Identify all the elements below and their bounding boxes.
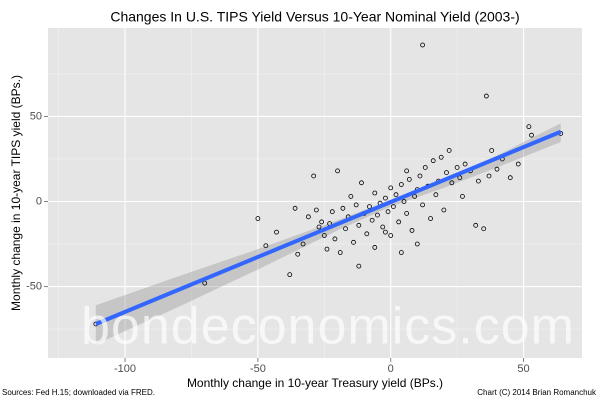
data-point xyxy=(202,280,208,286)
data-point xyxy=(409,228,415,233)
watermark: bondeconomics.com xyxy=(81,298,575,356)
data-point xyxy=(489,148,495,153)
data-point xyxy=(462,161,468,167)
data-point xyxy=(515,161,521,167)
data-point xyxy=(255,216,261,221)
data-point xyxy=(475,178,481,184)
data-point xyxy=(457,175,463,181)
data-point xyxy=(481,226,487,232)
data-point xyxy=(372,190,378,196)
data-point xyxy=(367,204,372,210)
data-point xyxy=(369,217,375,223)
data-point xyxy=(351,239,356,245)
data-point xyxy=(406,176,412,182)
data-point xyxy=(529,132,534,138)
data-point xyxy=(305,214,311,220)
data-point xyxy=(526,124,532,130)
data-point xyxy=(412,194,418,199)
data-point xyxy=(274,229,279,235)
x-tick-label: 50 xyxy=(517,363,529,375)
data-point xyxy=(444,170,449,175)
data-point xyxy=(356,222,362,228)
credit-note: Chart (C) 2014 Brian Romanchuk xyxy=(477,388,597,397)
data-point xyxy=(430,158,436,164)
data-point xyxy=(380,224,386,230)
data-point xyxy=(393,192,399,198)
data-point xyxy=(446,148,452,153)
data-point xyxy=(372,245,378,250)
data-point xyxy=(335,168,340,174)
data-point xyxy=(316,224,322,230)
x-tick-label: -50 xyxy=(250,363,266,375)
x-tick-label: -100 xyxy=(114,363,136,375)
data-point xyxy=(398,182,404,187)
data-point xyxy=(359,180,364,186)
y-tick-label: 50 xyxy=(30,110,42,122)
data-point xyxy=(398,250,404,255)
data-point xyxy=(353,202,359,208)
x-axis-label: Monthly change in 10-year Treasury yield… xyxy=(187,376,443,390)
x-tick-label: 0 xyxy=(388,363,394,375)
data-point xyxy=(348,194,354,199)
data-point xyxy=(292,205,298,211)
data-point xyxy=(311,173,317,179)
data-point xyxy=(337,250,343,255)
data-point xyxy=(324,246,330,252)
trend-line xyxy=(95,129,562,326)
data-point xyxy=(388,233,394,238)
chart-title: Changes In U.S. TIPS Yield Versus 10-Yea… xyxy=(110,9,519,25)
data-point xyxy=(287,272,293,278)
data-point xyxy=(388,185,394,191)
data-point xyxy=(300,241,306,247)
data-point xyxy=(420,42,425,48)
data-point xyxy=(486,173,492,179)
data-point xyxy=(401,199,407,204)
data-point xyxy=(319,219,325,225)
data-point xyxy=(494,166,500,172)
data-point xyxy=(441,207,447,213)
data-point xyxy=(454,165,460,170)
source-note: Sources: Fed H.15; downloaded via FRED. xyxy=(2,388,155,397)
data-point xyxy=(321,233,327,238)
data-point xyxy=(375,212,380,218)
data-point xyxy=(340,205,346,211)
data-point xyxy=(433,192,439,198)
data-point xyxy=(483,93,489,99)
data-point xyxy=(449,180,455,186)
data-point xyxy=(329,209,335,215)
data-point xyxy=(404,168,410,174)
data-point xyxy=(473,222,479,228)
data-point xyxy=(356,263,362,269)
data-point xyxy=(390,204,396,210)
y-tick-label: 0 xyxy=(36,195,42,207)
data-point xyxy=(313,207,319,213)
data-point xyxy=(420,202,425,208)
data-point xyxy=(404,211,410,216)
data-point xyxy=(507,175,513,181)
data-point xyxy=(396,219,402,225)
data-point xyxy=(343,226,348,232)
data-point xyxy=(383,195,388,201)
data-point xyxy=(295,251,301,257)
data-point xyxy=(263,243,269,249)
data-point xyxy=(364,231,370,237)
data-point xyxy=(414,241,420,247)
y-tick-label: -50 xyxy=(26,280,42,292)
data-point xyxy=(428,216,433,221)
data-point xyxy=(422,165,428,170)
data-point xyxy=(332,236,338,242)
confidence-band xyxy=(95,123,561,345)
data-point xyxy=(460,194,465,199)
data-point xyxy=(383,229,388,235)
panel xyxy=(48,28,582,358)
y-axis-label: Monthly change in 10-year TIPS yield (BP… xyxy=(9,75,23,311)
data-point xyxy=(385,209,391,215)
data-point xyxy=(417,173,423,179)
data-point xyxy=(438,154,444,160)
